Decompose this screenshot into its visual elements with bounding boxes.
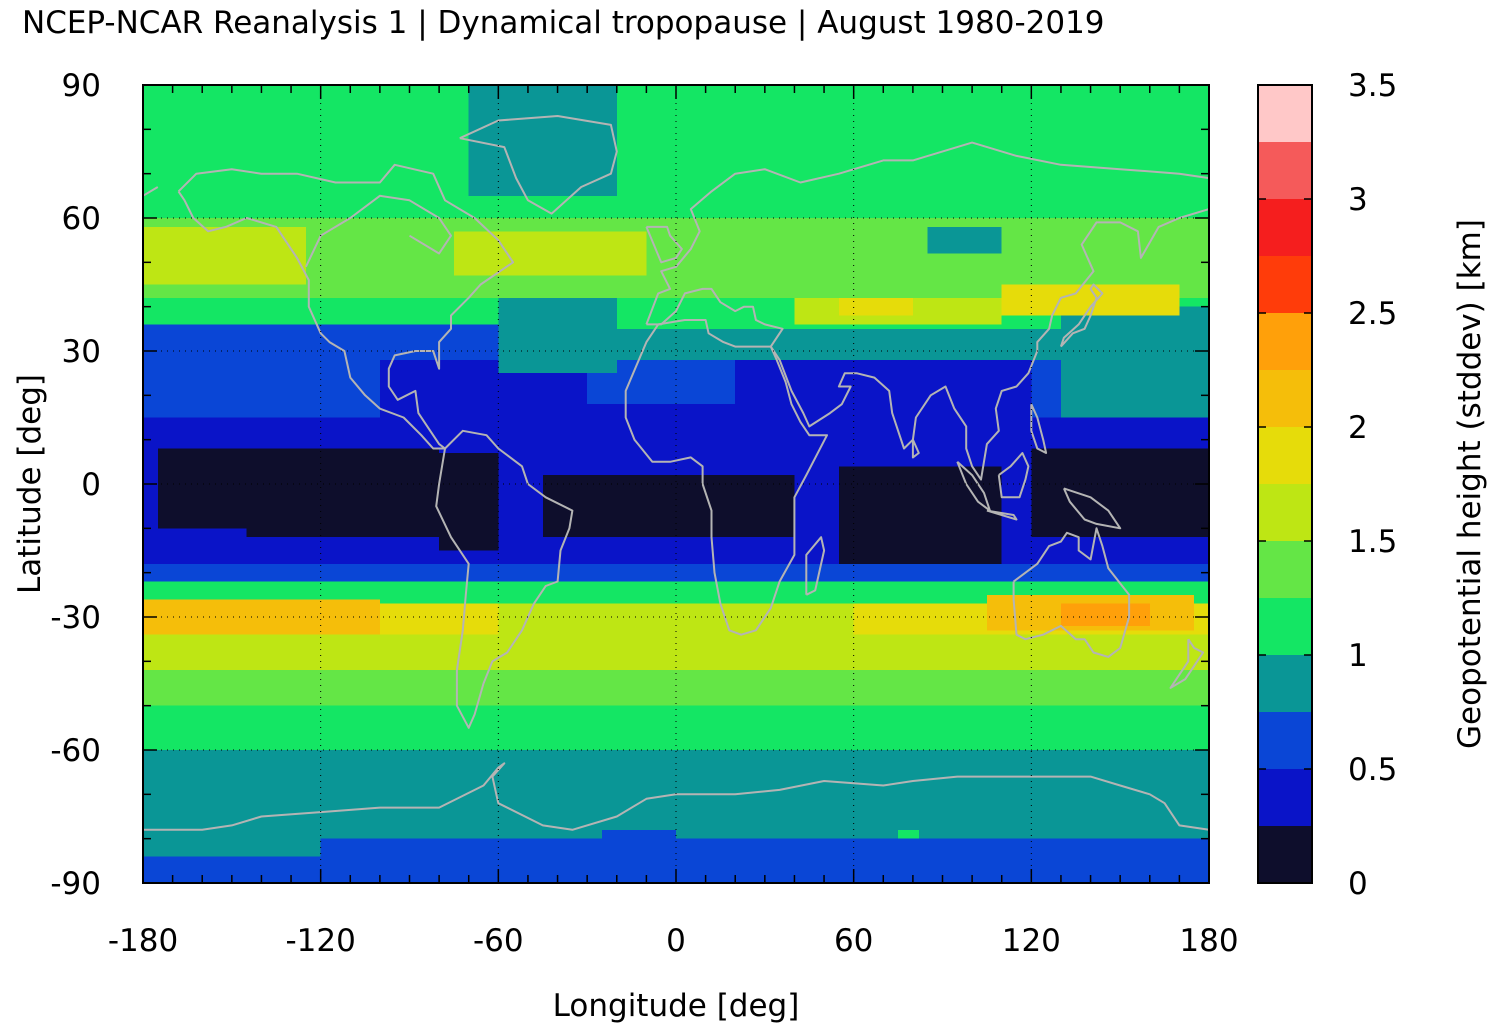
y-tick-labels: 90 60 30 0 -30 -60 -90 [50,68,101,902]
field-region [498,297,617,374]
colorbar-swatch [1258,655,1312,712]
axis-ticks [142,84,1210,884]
field-band [143,581,1209,604]
field-region [143,324,499,360]
coastline [177,163,515,450]
field-region [838,297,913,316]
x-tick-label: 180 [1179,923,1238,959]
colorbar-swatch [1258,769,1312,826]
field-band [143,563,1209,582]
colorbar-tick-label: 1 [1348,638,1368,674]
y-tick-label: -90 [50,866,101,902]
field-region [1031,226,1195,285]
field-region [453,231,647,276]
colorbar-swatch [1258,598,1312,655]
colorbar-tick-label: 0.5 [1348,752,1397,788]
field-region [927,226,1002,254]
colorbar-swatch [1258,142,1312,199]
coastline [435,429,574,729]
coastline [624,319,828,636]
coastline [1059,283,1104,348]
colorbar-label: Geopotential height (stddev) [km] [1452,219,1488,749]
x-tick-labels: -180 -120 -60 0 60 120 180 [108,923,1239,959]
colorbar-swatch [1258,427,1312,484]
colorbar-tick-label: 1.5 [1348,524,1397,560]
field-region [898,829,919,839]
coastline [805,536,826,596]
colorbar-tick-labels: 0 0.5 1 1.5 2 2.5 3 3.5 [1348,68,1397,902]
x-tick-label: -180 [108,923,178,959]
field-region [1060,603,1150,626]
x-tick-label: 120 [1002,923,1061,959]
colorbar-tick-label: 3.5 [1348,68,1397,104]
coastline [645,225,683,264]
colorbar-swatch [1258,370,1312,427]
coastline [997,452,1030,499]
coastline [911,439,920,459]
x-tick-label: -120 [285,923,355,959]
field-band [143,670,1209,706]
coastline [459,115,618,215]
coastline [143,762,1210,831]
coastline [1169,638,1205,689]
coastline [1012,527,1131,658]
x-axis-label: Longitude [deg] [553,988,800,1024]
field-region [143,599,380,635]
colorbar-swatch [1258,541,1312,598]
field-region [157,448,247,529]
field-region [838,466,1002,564]
x-tick-label: 60 [834,923,873,959]
colorbar [1257,84,1313,884]
y-tick-label: 60 [62,201,101,237]
coastline [645,141,1210,325]
y-tick-label: -60 [50,733,101,769]
coastlines [142,115,1210,831]
colorbar-tick-label: 3 [1348,182,1368,218]
y-tick-label: 30 [62,334,101,370]
colorbar-swatch [1258,313,1312,370]
y-axis-label: Latitude [deg] [12,374,48,594]
colorbar-swatch [1258,484,1312,541]
field-region [246,448,440,538]
field-region [498,603,854,671]
coastline [986,509,1018,521]
field-region [1060,306,1209,418]
coastline [142,186,159,197]
y-tick-label: 90 [62,68,101,104]
colorbar-swatch [1258,199,1312,256]
colorbar-swatch [1258,256,1312,313]
x-tick-label: 0 [666,923,686,959]
colorbar-swatch [1258,85,1312,142]
colorbar-swatch [1258,826,1312,883]
field-region [439,452,499,551]
chart-title: NCEP-NCAR Reanalysis 1 | Dynamical tropo… [22,5,1105,41]
coastline [1030,403,1048,454]
y-tick-label: 0 [81,467,101,503]
coastline [646,208,1210,481]
colorbar-tick-label: 0 [1348,866,1368,902]
field-region [542,475,795,538]
colorbar-tick-label: 2.5 [1348,296,1397,332]
grid [143,85,1209,883]
colorbar-tick-label: 2 [1348,410,1368,446]
y-tick-label: -30 [50,600,101,636]
colorbar-swatch [1258,712,1312,769]
field-region [468,85,617,196]
field-region [143,226,306,285]
field-region [601,829,676,848]
colorbar-frame [1257,84,1313,884]
field-region [143,812,321,857]
coastline [1062,487,1122,530]
coastline [304,194,452,268]
field-band [143,750,1209,786]
x-tick-label: -60 [473,923,524,959]
